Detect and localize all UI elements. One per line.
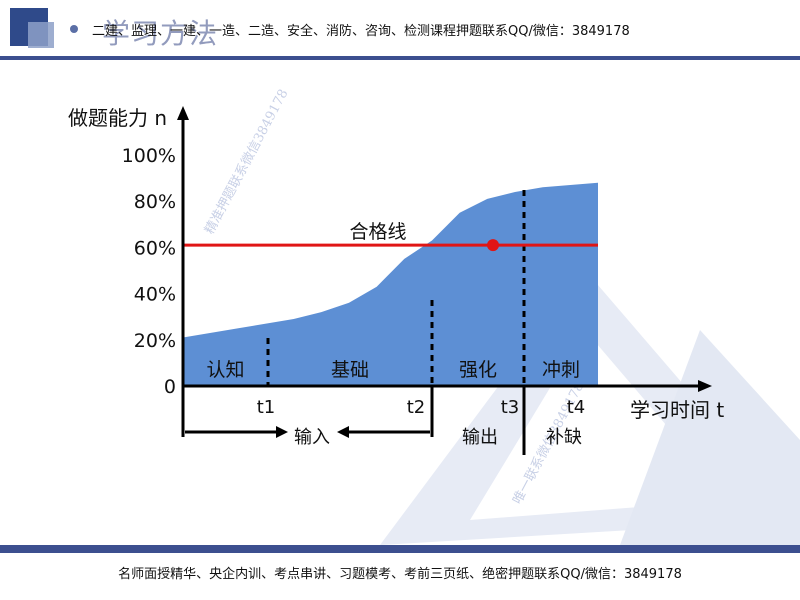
header-divider bbox=[0, 56, 800, 60]
x-tick-label: t4 bbox=[567, 397, 586, 418]
phase-label: 冲刺 bbox=[542, 359, 580, 381]
input-label: 输入 bbox=[294, 427, 330, 448]
phase-label: 基础 bbox=[331, 359, 369, 381]
x-axis-arrow bbox=[698, 380, 712, 392]
y-tick-label: 60% bbox=[134, 237, 176, 259]
background-triangle-decor bbox=[380, 270, 800, 545]
y-tick-label: 0 bbox=[164, 376, 176, 398]
pass-line-label: 合格线 bbox=[349, 221, 406, 243]
ability-area bbox=[183, 182, 598, 386]
pass-intersection-point bbox=[487, 239, 499, 252]
footer-divider bbox=[0, 545, 800, 553]
title-bullet bbox=[70, 25, 78, 33]
x-tick-label: t2 bbox=[407, 397, 426, 418]
y-axis-arrow bbox=[177, 106, 189, 120]
y-tick-label: 40% bbox=[134, 284, 176, 306]
y-tick-label: 20% bbox=[134, 330, 176, 352]
fill-gaps-label: 补缺 bbox=[546, 427, 582, 448]
phase-labels: 认知 基础 强化 冲刺 bbox=[206, 359, 580, 381]
y-axis-label: 做题能力 n bbox=[68, 106, 167, 130]
phase-dividers bbox=[266, 190, 526, 386]
phase-label: 强化 bbox=[459, 359, 497, 381]
y-tick-label: 100% bbox=[122, 145, 176, 167]
footer-promo-text: 名师面授精华、央企内训、考点串讲、习题模考、考前三页纸、绝密押题联系QQ/微信：… bbox=[118, 567, 682, 582]
header-promo-text: 二建、监理、一建、一造、二造、安全、消防、咨询、检测课程押题联系QQ/微信：38… bbox=[92, 24, 630, 39]
x-tick-label: t3 bbox=[501, 397, 520, 418]
y-tick-labels: 0 20% 40% 60% 80% 100% bbox=[122, 145, 176, 398]
x-tick-label: t1 bbox=[257, 397, 276, 418]
y-tick-label: 80% bbox=[134, 191, 176, 213]
phase-label: 认知 bbox=[206, 359, 244, 381]
x-axis-label: 学习时间 t bbox=[630, 398, 724, 422]
input-arrow-right-head bbox=[337, 426, 349, 438]
input-arrow-left-head bbox=[276, 426, 288, 438]
section-title: 学习方法 bbox=[102, 17, 219, 50]
output-label: 输出 bbox=[462, 427, 498, 448]
watermark-1: 精准押题联系微信3849178 bbox=[202, 87, 291, 237]
x-tick-labels: t1 t2 t3 t4 bbox=[257, 397, 586, 418]
header-decor-square-light bbox=[28, 22, 54, 48]
